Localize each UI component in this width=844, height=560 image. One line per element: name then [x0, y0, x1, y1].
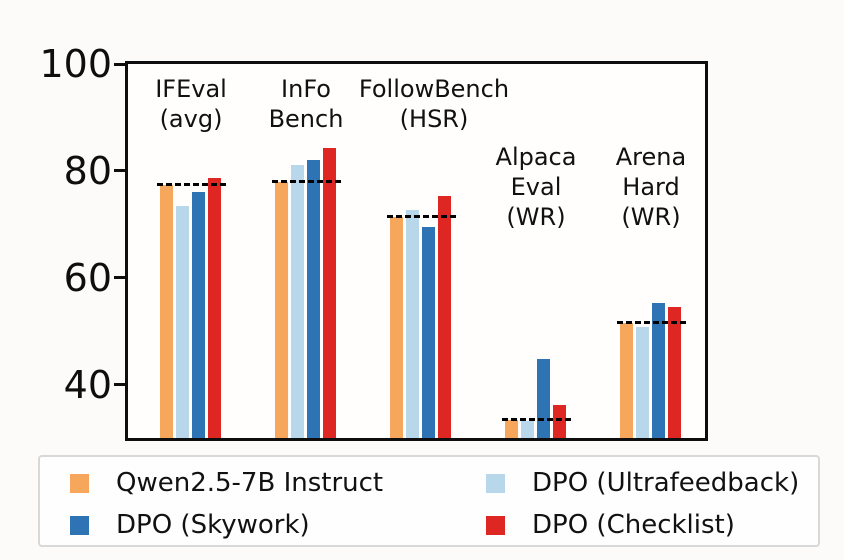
group-label-line: Eval: [510, 173, 562, 201]
bar-dpo-ultrafeedback-alpacaeval-wr: [521, 420, 534, 438]
legend-swatch-qwen2-5-7b-instruct: [70, 473, 89, 493]
group-label-alpacaeval-wr: Alpaca Eval (WR): [448, 142, 624, 232]
group-label-ifeval-avg: IFEval (avg): [103, 74, 279, 134]
legend-label: Qwen2.5-7B Instruct: [116, 468, 384, 498]
baseline-dash-infobench: [272, 179, 341, 183]
group-label-line: (WR): [621, 203, 681, 231]
legend-label: DPO (Ultrafeedback): [532, 468, 800, 498]
bar-dpo-checklist-alpacaeval-wr: [553, 405, 566, 438]
group-label-line: InFo: [281, 75, 331, 103]
bar-dpo-ultrafeedback-followbench-hsr: [406, 210, 419, 438]
bar-dpo-skywork-ifeval-avg: [192, 192, 205, 438]
y-axis-tick-label: 40: [63, 362, 112, 407]
y-axis-tick-label: 100: [39, 42, 112, 86]
bar-dpo-skywork-followbench-hsr: [422, 227, 435, 438]
bar-dpo-ultrafeedback-arena-hard-wr: [636, 327, 649, 438]
bar-dpo-checklist-arena-hard-wr: [668, 307, 681, 438]
bar-dpo-checklist-ifeval-avg: [208, 178, 221, 438]
legend-label: DPO (Skywork): [116, 510, 310, 540]
baseline-dash-arena-hard-wr: [617, 320, 686, 324]
bar-dpo-skywork-arena-hard-wr: [652, 303, 665, 438]
group-label-line: Bench: [268, 105, 344, 133]
group-label-infobench: InFo Bench: [218, 74, 394, 134]
legend-label: DPO (Checklist): [532, 510, 735, 540]
y-axis-tick-label: 60: [63, 255, 112, 300]
baseline-dash-ifeval-avg: [157, 183, 226, 187]
y-axis-tick-mark: [114, 62, 128, 66]
legend-swatch-dpo-ultrafeedback: [486, 473, 505, 493]
legend-item-dpo-checklist: DPO (Checklist): [486, 510, 735, 540]
group-label-line: (WR): [506, 203, 566, 231]
bar-dpo-ultrafeedback-infobench: [291, 164, 304, 438]
y-axis-tick-mark: [114, 169, 128, 173]
bar-dpo-checklist-followbench-hsr: [438, 195, 451, 438]
bar-qwen2-5-7b-instruct-followbench-hsr: [390, 216, 403, 438]
bar-qwen2-5-7b-instruct-ifeval-avg: [160, 185, 173, 438]
group-label-arena-hard-wr: Arena Hard (WR): [563, 142, 739, 232]
y-axis-tick-label: 80: [63, 148, 112, 193]
group-label-line: Hard: [622, 173, 680, 201]
baseline-dash-followbench-hsr: [387, 214, 456, 218]
y-axis-tick-mark: [114, 383, 128, 387]
bar-qwen2-5-7b-instruct-alpacaeval-wr: [505, 419, 518, 438]
bar-dpo-skywork-alpacaeval-wr: [537, 358, 550, 438]
bar-qwen2-5-7b-instruct-infobench: [275, 181, 288, 438]
legend-swatch-dpo-checklist: [486, 515, 505, 535]
bar-dpo-checklist-infobench: [323, 148, 336, 438]
group-label-line: Arena: [615, 143, 687, 171]
y-axis-tick-mark: [114, 276, 128, 280]
group-label-followbench-hsr: FollowBench (HSR): [346, 74, 522, 134]
bar-dpo-ultrafeedback-ifeval-avg: [176, 205, 189, 438]
group-label-line: (avg): [159, 105, 223, 133]
legend-item-dpo-skywork: DPO (Skywork): [70, 510, 310, 540]
legend-item-qwen2-5-7b-instruct: Qwen2.5-7B Instruct: [70, 468, 383, 498]
group-label-line: Alpaca: [495, 143, 577, 171]
bar-dpo-skywork-infobench: [307, 160, 320, 438]
legend: Qwen2.5-7B Instruct DPO (Skywork) DPO (Ult…: [38, 455, 820, 547]
legend-swatch-dpo-skywork: [70, 515, 89, 535]
bar-qwen2-5-7b-instruct-arena-hard-wr: [620, 322, 633, 438]
group-label-line: FollowBench: [358, 75, 510, 103]
group-label-line: (HSR): [399, 105, 469, 133]
legend-item-dpo-ultrafeedback: DPO (Ultrafeedback): [486, 468, 799, 498]
baseline-dash-alpacaeval-wr: [502, 417, 571, 421]
group-label-line: IFEval: [155, 75, 227, 103]
